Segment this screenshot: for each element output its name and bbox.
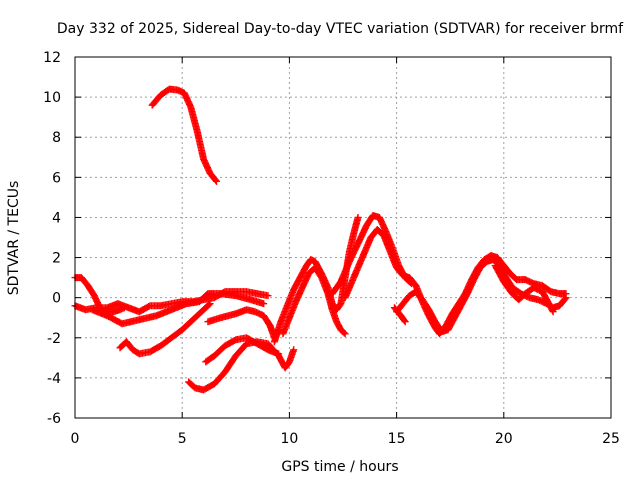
data-point xyxy=(400,317,408,325)
y-tick-label: 12 xyxy=(43,50,61,66)
data-point xyxy=(561,295,569,303)
data-point xyxy=(260,300,268,308)
data-point xyxy=(401,318,409,326)
data-point xyxy=(354,213,362,221)
x-tick-label: 20 xyxy=(495,431,513,447)
data-series-track-1 xyxy=(148,85,221,185)
plot-frame xyxy=(74,56,612,419)
y-tick-label: 10 xyxy=(43,90,61,106)
x-tick-label: 10 xyxy=(280,431,298,447)
data-point xyxy=(340,329,348,337)
x-tick-label: 15 xyxy=(388,431,406,447)
data-point xyxy=(549,308,557,316)
data-point xyxy=(206,300,214,308)
y-tick-label: 0 xyxy=(52,291,61,307)
y-tick-label: -2 xyxy=(47,331,61,347)
grid xyxy=(75,57,611,418)
data-series-track-10 xyxy=(279,264,349,338)
data-series-track-15 xyxy=(491,262,557,316)
x-tick-label: 5 xyxy=(178,431,187,447)
data-point xyxy=(213,177,221,185)
data-point xyxy=(548,306,556,314)
y-tick-label: 2 xyxy=(52,251,61,267)
data-series-track-7 xyxy=(202,334,283,366)
axis-ticks: 0 5 10 15 20 25 -6 -4 -2 0 2 4 6 8 10 12 xyxy=(43,50,620,447)
y-tick-label: 8 xyxy=(52,130,61,146)
data-marks xyxy=(71,85,570,394)
data-point xyxy=(290,346,298,354)
data-point xyxy=(275,350,283,358)
data-point xyxy=(205,301,213,309)
y-tick-label: 4 xyxy=(52,210,61,226)
y-tick-label: 6 xyxy=(52,170,61,186)
data-point xyxy=(264,292,272,300)
data-point xyxy=(212,176,220,184)
x-axis-label: GPS time / hours xyxy=(281,459,398,475)
chart-title: Day 332 of 2025, Sidereal Day-to-day VTE… xyxy=(57,21,624,37)
y-axis-label: SDTVAR / TECUs xyxy=(6,181,22,296)
y-tick-label: -6 xyxy=(47,411,61,427)
data-series-track-11 xyxy=(328,211,416,298)
data-series-track-14 xyxy=(390,304,409,326)
x-tick-label: 25 xyxy=(602,431,620,447)
x-tick-label: 0 xyxy=(71,431,80,447)
data-series-track-6 xyxy=(185,338,298,394)
data-series-track-5 xyxy=(116,300,214,358)
y-tick-label: -4 xyxy=(47,371,61,387)
data-point xyxy=(341,330,349,338)
data-series-track-4 xyxy=(88,290,268,328)
data-point xyxy=(562,294,570,302)
